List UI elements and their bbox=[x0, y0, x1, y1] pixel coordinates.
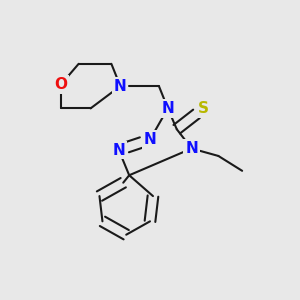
Text: O: O bbox=[54, 77, 67, 92]
Text: N: N bbox=[144, 132, 156, 147]
Text: N: N bbox=[112, 142, 125, 158]
Text: N: N bbox=[114, 79, 127, 94]
Text: N: N bbox=[161, 101, 174, 116]
Text: N: N bbox=[185, 141, 198, 156]
Text: S: S bbox=[198, 101, 209, 116]
